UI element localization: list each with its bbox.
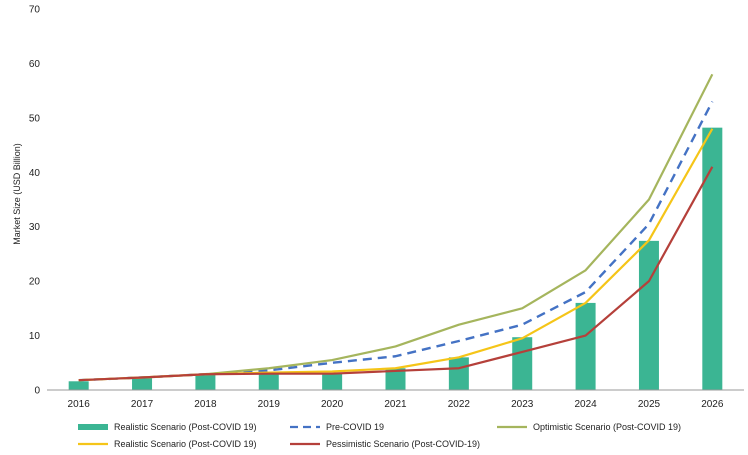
y-tick-label: 40 (29, 168, 41, 179)
y-axis-title: Market Size (USD Billion) (12, 143, 22, 245)
bar-2017 (132, 378, 152, 390)
y-tick-label: 0 (34, 386, 40, 397)
x-tick-label-2017: 2017 (131, 399, 154, 410)
axes-layer: Market Size (USD Billion) (12, 143, 744, 390)
bar-2024 (576, 303, 596, 390)
legend-label: Realistic Scenario (Post-COVID 19) (114, 422, 257, 432)
bar-2019 (259, 374, 279, 390)
bar-2023 (512, 337, 532, 390)
x-tick-label-2016: 2016 (68, 399, 91, 410)
legend-item-optimistic-scenario-post-covid-19: Optimistic Scenario (Post-COVID 19) (497, 422, 681, 432)
bar-2016 (69, 381, 89, 390)
legend-label: Realistic Scenario (Post-COVID 19) (114, 439, 257, 449)
legend-item-pre-covid-19: Pre-COVID 19 (290, 422, 384, 432)
x-tick-label-2024: 2024 (574, 399, 597, 410)
x-tick-label-2019: 2019 (258, 399, 281, 410)
bar-2018 (195, 375, 215, 390)
legend-item-realistic-scenario-post-covid-19: Realistic Scenario (Post-COVID 19) (78, 439, 257, 449)
y-tick-label: 60 (29, 59, 41, 70)
y-tick-label: 70 (29, 5, 41, 16)
x-tick-label-2018: 2018 (194, 399, 217, 410)
x-tick-label-2020: 2020 (321, 399, 344, 410)
y-tick-label: 30 (29, 222, 41, 233)
legend: Realistic Scenario (Post-COVID 19) Pre-CO… (78, 422, 681, 449)
x-tick-label-2023: 2023 (511, 399, 534, 410)
bar-2025 (639, 241, 659, 390)
bar-2020 (322, 374, 342, 390)
legend-label: Pessimistic Scenario (Post-COVID-19) (326, 439, 480, 449)
x-tick-label-2022: 2022 (448, 399, 471, 410)
series-line-pre-covid-19-0 (79, 102, 713, 381)
legend-label: Pre-COVID 19 (326, 422, 384, 432)
legend-label: Optimistic Scenario (Post-COVID 19) (533, 422, 681, 432)
legend-item-realistic-scenario-post-covid-19: Realistic Scenario (Post-COVID 19) (78, 422, 257, 432)
ticks-layer: 0 10 20 30 40 50 60 70 2016 2017 2018 2019 2020 2021 2… (29, 5, 724, 411)
legend-swatch (78, 424, 108, 430)
legend-item-pessimistic-scenario-post-covid-19: Pessimistic Scenario (Post-COVID-19) (290, 439, 480, 449)
x-tick-label-2025: 2025 (638, 399, 661, 410)
bar-2022 (449, 357, 469, 390)
y-tick-label: 10 (29, 331, 41, 342)
bars-layer (69, 128, 723, 390)
x-tick-label-2026: 2026 (701, 399, 724, 410)
series-line-pessimistic-scenario-post-covid-19-3 (79, 167, 713, 380)
series-line-realistic-scenario-post-covid-19-2 (79, 129, 713, 380)
series-line-optimistic-scenario-post-covid-19-1 (79, 74, 713, 380)
y-tick-label: 50 (29, 113, 41, 124)
lines-layer (79, 74, 713, 380)
y-tick-label: 20 (29, 277, 41, 288)
x-tick-label-2021: 2021 (384, 399, 407, 410)
